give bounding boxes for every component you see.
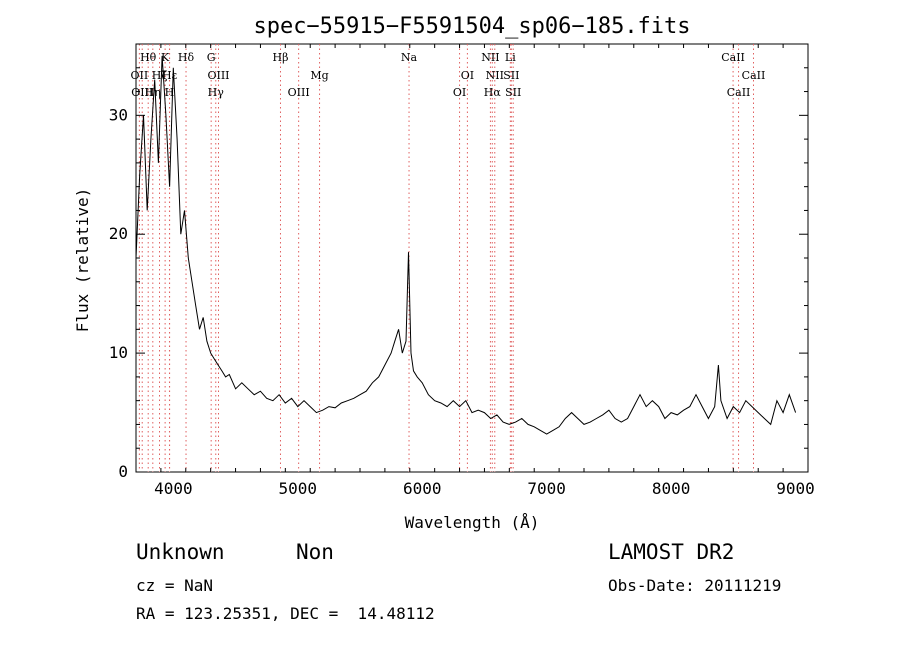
line-marker-label: Na — [401, 51, 418, 64]
line-markers — [138, 44, 754, 472]
line-marker-label: SII — [503, 69, 519, 82]
observation-date: Obs-Date: 20111219 — [608, 576, 782, 595]
line-marker-label: OIII — [131, 86, 153, 99]
line-marker-label: CaII — [727, 86, 751, 99]
line-marker-label: OIII — [207, 69, 229, 82]
y-tick-label: 30 — [109, 105, 128, 124]
line-marker-label: OI — [453, 86, 466, 99]
line-marker-label: NII — [486, 69, 504, 82]
x-axis-label: Wavelength (Å) — [405, 513, 540, 532]
y-tick-label: 10 — [109, 343, 128, 362]
line-marker-label: OIII — [288, 86, 310, 99]
line-marker-label: Li — [505, 51, 516, 64]
survey-name: LAMOST DR2 — [608, 540, 735, 564]
line-marker-label: Mg — [310, 69, 328, 82]
line-marker-label: Hα — [484, 86, 502, 99]
object-class: Unknown — [136, 540, 225, 564]
line-marker-label: Hγ — [208, 86, 225, 99]
x-tick-label: 5000 — [279, 479, 318, 498]
plot-frame — [135, 43, 809, 473]
x-tick-label: 6000 — [403, 479, 442, 498]
chart-title: spec−55915−F5591504_sp06−185.fits — [253, 14, 690, 39]
y-axis-label: Flux (relative) — [73, 188, 92, 333]
x-tick-label: 9000 — [776, 479, 815, 498]
redshift-cz: cz = NaN — [136, 576, 214, 595]
line-marker-label: OI — [461, 69, 474, 82]
x-tick-label: 4000 — [154, 479, 193, 498]
spectrum-series-line — [135, 55, 797, 435]
line-marker-label: NII — [481, 51, 499, 64]
ra-dec-coordinates: RA = 123.25351, DEC = 14.48112 — [136, 604, 435, 623]
y-tick-label: 0 — [118, 462, 128, 481]
line-marker-label: CaII — [742, 69, 766, 82]
line-marker-label: SII — [505, 86, 521, 99]
line-marker-label: Hδ — [178, 51, 195, 64]
x-tick-label: 8000 — [652, 479, 691, 498]
line-marker-label: K — [161, 51, 170, 64]
y-axis: 0 10 20 30 — [109, 43, 808, 481]
line-marker-label: G — [207, 51, 216, 64]
line-marker-label: H — [165, 86, 175, 99]
line-marker-label: OII — [131, 69, 149, 82]
x-tick-label: 7000 — [527, 479, 566, 498]
object-subclass: Non — [296, 540, 334, 564]
y-tick-label: 20 — [109, 224, 128, 243]
line-marker-label: CaII — [721, 51, 745, 64]
line-marker-label: Hε — [162, 69, 178, 82]
line-marker-label: Hη — [145, 86, 161, 99]
line-marker-label: Hβ — [273, 51, 289, 64]
line-marker-label: Hθ — [140, 51, 157, 64]
x-axis: 4000 5000 6000 7000 8000 9000 — [135, 44, 815, 498]
